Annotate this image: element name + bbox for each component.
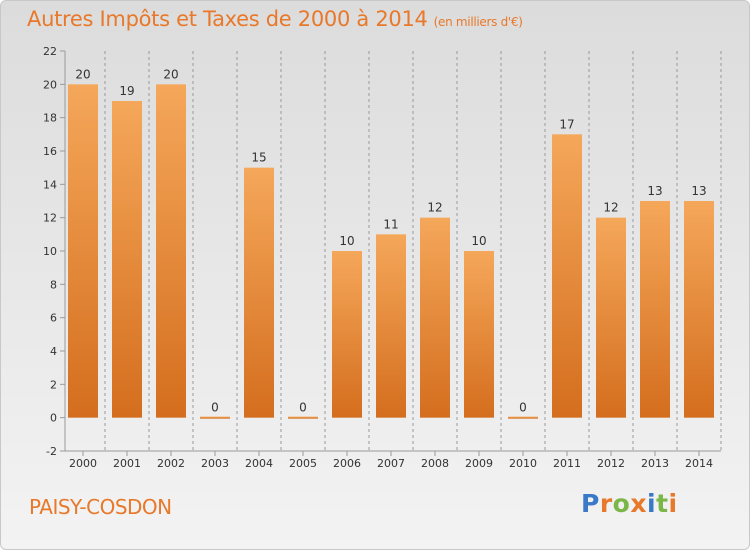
chart-title-text: Autres Impôts et Taxes de 2000 à 2014 xyxy=(27,7,428,31)
x-tick-label: 2014 xyxy=(685,457,713,470)
y-tick-label: 0 xyxy=(50,412,57,425)
bar xyxy=(684,201,714,418)
bar xyxy=(464,251,494,418)
y-tick-label: -2 xyxy=(46,445,57,458)
bar xyxy=(552,134,582,418)
bar-value-label: 15 xyxy=(251,151,266,165)
bar-value-label: 20 xyxy=(163,67,178,81)
y-tick-label: 12 xyxy=(43,212,57,225)
x-tick-label: 2007 xyxy=(377,457,405,470)
y-tick-label: 10 xyxy=(43,245,57,258)
x-tick-label: 2011 xyxy=(553,457,581,470)
logo-letter: P xyxy=(581,489,600,518)
x-tick-label: 2009 xyxy=(465,457,493,470)
x-tick-label: 2000 xyxy=(69,457,97,470)
bar xyxy=(68,84,98,418)
x-tick-label: 2006 xyxy=(333,457,361,470)
proxiti-logo: Proxiti xyxy=(581,489,678,518)
bar-value-label: 0 xyxy=(299,401,307,415)
bar xyxy=(244,167,274,418)
bar-value-label: 0 xyxy=(519,401,527,415)
bar xyxy=(376,234,406,418)
bar xyxy=(508,416,538,419)
logo-letter: i xyxy=(647,489,657,518)
y-tick-label: 22 xyxy=(43,45,57,58)
logo-letter: t xyxy=(656,489,669,518)
bar xyxy=(332,251,362,418)
x-tick-label: 2008 xyxy=(421,457,449,470)
bar-value-label: 11 xyxy=(383,217,398,231)
x-tick-label: 2005 xyxy=(289,457,317,470)
bar-value-label: 0 xyxy=(211,401,219,415)
logo-letter: x xyxy=(630,489,647,518)
bar xyxy=(596,217,626,418)
bar-value-label: 12 xyxy=(603,201,618,215)
chart-title: Autres Impôts et Taxes de 2000 à 2014 (en… xyxy=(27,7,523,31)
bar xyxy=(200,416,230,419)
logo-letter: o xyxy=(612,489,631,518)
bar-value-label: 20 xyxy=(75,67,90,81)
x-tick-label: 2002 xyxy=(157,457,185,470)
y-tick-label: 20 xyxy=(43,78,57,91)
bar-value-label: 13 xyxy=(691,184,706,198)
bar xyxy=(420,217,450,418)
bar-value-label: 10 xyxy=(471,234,486,248)
bar xyxy=(288,416,318,419)
logo-letter: r xyxy=(599,489,613,518)
commune-name: PAISY-COSDON xyxy=(29,495,172,519)
bar-value-label: 10 xyxy=(339,234,354,248)
y-tick-label: 14 xyxy=(43,178,57,191)
logo-letter: i xyxy=(668,489,678,518)
x-tick-label: 2013 xyxy=(641,457,669,470)
bar-value-label: 19 xyxy=(119,84,134,98)
bar-value-label: 13 xyxy=(647,184,662,198)
y-tick-label: 6 xyxy=(50,312,57,325)
y-tick-label: 2 xyxy=(50,378,57,391)
x-tick-label: 2001 xyxy=(113,457,141,470)
x-tick-label: 2003 xyxy=(201,457,229,470)
bar-value-label: 17 xyxy=(559,117,574,131)
y-tick-label: 8 xyxy=(50,278,57,291)
bar xyxy=(156,84,186,418)
x-tick-label: 2004 xyxy=(245,457,273,470)
bar-value-label: 12 xyxy=(427,201,442,215)
x-tick-label: 2012 xyxy=(597,457,625,470)
chart-subtitle: (en milliers d'€) xyxy=(433,15,523,29)
bar xyxy=(640,201,670,418)
y-tick-label: 4 xyxy=(50,345,57,358)
y-tick-label: 16 xyxy=(43,145,57,158)
x-tick-label: 2010 xyxy=(509,457,537,470)
y-tick-label: 18 xyxy=(43,112,57,125)
bar xyxy=(112,101,142,418)
